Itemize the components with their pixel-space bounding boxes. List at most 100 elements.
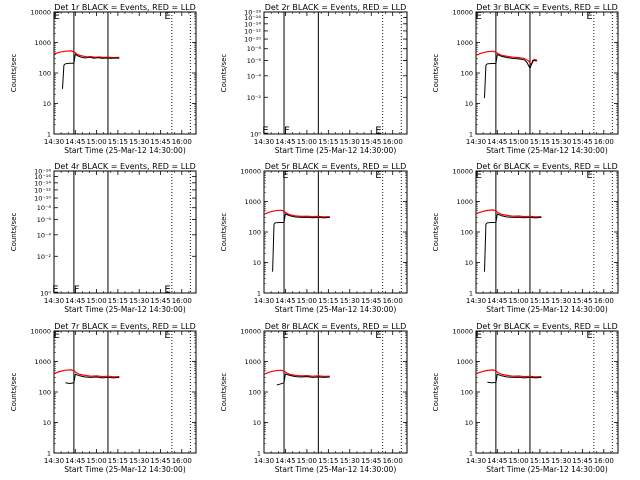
- series-events-line: [484, 53, 538, 99]
- x-tick-label: 15:45: [572, 138, 592, 146]
- y-tick-label: 10: [465, 259, 473, 267]
- series-lld-line: [475, 369, 542, 378]
- x-axis-label: Start Time (25-Mar-12 14:30:00): [275, 146, 397, 155]
- x-tick-label: 16:00: [383, 138, 403, 146]
- x-tick-label: 15:45: [361, 297, 381, 305]
- y-tick-label: 10⁻⁸: [37, 204, 52, 212]
- x-tick-label: 14:30: [466, 138, 486, 146]
- x-tick-label: 15:00: [297, 297, 317, 305]
- x-tick-label: 16:00: [383, 457, 403, 465]
- x-tick-label: 14:45: [275, 138, 295, 146]
- event-marker-label: E: [476, 11, 482, 22]
- y-tick-label: 1000: [244, 358, 261, 366]
- y-tick-label: 1: [47, 131, 51, 139]
- x-tick-label: 14:30: [254, 138, 274, 146]
- x-tick-label: 14:45: [275, 297, 295, 305]
- y-tick-label: 1000: [456, 358, 473, 366]
- x-tick-label: 15:30: [551, 457, 571, 465]
- x-tick-label: 15:00: [509, 138, 529, 146]
- y-axis-label: Counts/sec: [220, 373, 228, 412]
- y-tick-label: 1: [469, 290, 473, 298]
- y-tick-label: 1: [47, 450, 51, 458]
- y-tick-label: 1: [257, 290, 261, 298]
- x-tick-label: 15:00: [509, 457, 529, 465]
- x-tick-label: 14:45: [65, 457, 85, 465]
- plot-frame: [263, 11, 408, 135]
- x-tick-label: 14:45: [487, 457, 507, 465]
- event-marker-label: E: [375, 126, 381, 137]
- y-axis-label: Counts/sec: [10, 373, 18, 412]
- x-tick-label: 14:30: [254, 457, 274, 465]
- series-events-line: [487, 373, 542, 384]
- y-tick-label: 10⁻¹²: [244, 27, 261, 35]
- event-marker-label: E: [476, 170, 482, 181]
- y-tick-label: 1000: [456, 39, 473, 47]
- y-axis-label: Counts/sec: [432, 373, 440, 412]
- series-lld-line: [475, 50, 538, 66]
- y-tick-label: 10: [43, 419, 51, 427]
- y-tick-label: 1000: [34, 358, 51, 366]
- chart-panel: Det 5r BLACK = Events, RED = LLD Counts/s…: [220, 162, 408, 314]
- event-marker-label: E: [52, 285, 58, 296]
- x-tick-label: 15:15: [318, 138, 338, 146]
- event-marker-label: E: [282, 330, 288, 341]
- x-tick-label: 15:15: [108, 138, 128, 146]
- y-tick-label: 100: [461, 70, 473, 78]
- x-tick-label: 14:45: [275, 457, 295, 465]
- y-tick-label: 100: [249, 389, 261, 397]
- event-marker-label: E: [164, 11, 170, 22]
- event-marker-label: E: [164, 285, 170, 296]
- x-tick-label: 14:45: [487, 138, 507, 146]
- chart-title: Det 5r BLACK = Events, RED = LLD: [265, 162, 407, 171]
- y-tick-label: 10⁻¹⁶: [34, 173, 51, 181]
- y-tick-label: 10: [253, 419, 261, 427]
- event-marker-label: E: [586, 11, 592, 22]
- y-tick-label: 10⁻¹²: [34, 186, 51, 194]
- chart-panel: Det 1r BLACK = Events, RED = LLD Counts/s…: [10, 3, 197, 155]
- y-tick-label: 10⁻¹⁸: [34, 168, 51, 176]
- x-axis-label: Start Time (25-Mar-12 14:30:00): [64, 465, 186, 474]
- x-tick-label: 15:00: [297, 457, 317, 465]
- series-lld-line: [53, 50, 120, 59]
- x-axis-label: Start Time (25-Mar-12 14:30:00): [486, 465, 608, 474]
- x-tick-label: 15:30: [551, 138, 571, 146]
- x-tick-label: 16:00: [172, 297, 192, 305]
- x-axis-label: Start Time (25-Mar-12 14:30:00): [486, 146, 608, 155]
- x-tick-label: 15:15: [318, 297, 338, 305]
- event-marker-label: E: [375, 170, 381, 181]
- y-tick-label: 100: [39, 389, 51, 397]
- y-axis-label: Counts/sec: [220, 54, 228, 93]
- y-tick-label: 10⁻¹⁶: [244, 14, 261, 22]
- x-axis-label: Start Time (25-Mar-12 14:30:00): [275, 465, 397, 474]
- event-marker-label: E: [375, 330, 381, 341]
- x-tick-label: 14:30: [254, 297, 274, 305]
- chart-panel: Det 9r BLACK = Events, RED = LLD Counts/s…: [432, 322, 619, 474]
- chart-title: Det 6r BLACK = Events, RED = LLD: [476, 162, 618, 171]
- x-tick-label: 15:15: [108, 297, 128, 305]
- plot-frame: [263, 170, 408, 294]
- y-axis-label: Counts/sec: [432, 54, 440, 93]
- x-tick-label: 16:00: [594, 138, 614, 146]
- event-marker-label: E: [476, 330, 482, 341]
- x-tick-label: 15:30: [551, 297, 571, 305]
- event-marker-label: E: [54, 11, 60, 22]
- y-tick-label: 10000: [452, 328, 473, 336]
- chart-title: Det 3r BLACK = Events, RED = LLD: [476, 3, 618, 12]
- chart-panel: Det 3r BLACK = Events, RED = LLD Counts/s…: [432, 3, 619, 155]
- y-axis-label: Counts/sec: [220, 213, 228, 252]
- x-tick-label: 15:00: [87, 138, 107, 146]
- x-tick-label: 16:00: [594, 297, 614, 305]
- x-tick-label: 15:30: [129, 457, 149, 465]
- y-tick-label: 1: [469, 131, 473, 139]
- series-events-line: [62, 53, 120, 89]
- x-tick-label: 15:30: [340, 297, 360, 305]
- y-tick-label: 10⁻¹⁸: [244, 9, 261, 17]
- chart-title: Det 7r BLACK = Events, RED = LLD: [54, 322, 196, 331]
- event-marker-label: E: [164, 330, 170, 341]
- x-axis-label: Start Time (25-Mar-12 14:30:00): [486, 305, 608, 314]
- plot-frame: [53, 170, 197, 294]
- x-tick-label: 14:30: [466, 457, 486, 465]
- y-tick-label: 10⁻¹⁰: [244, 36, 261, 44]
- y-tick-label: 10⁻⁸: [247, 45, 262, 53]
- y-tick-label: 10000: [240, 328, 261, 336]
